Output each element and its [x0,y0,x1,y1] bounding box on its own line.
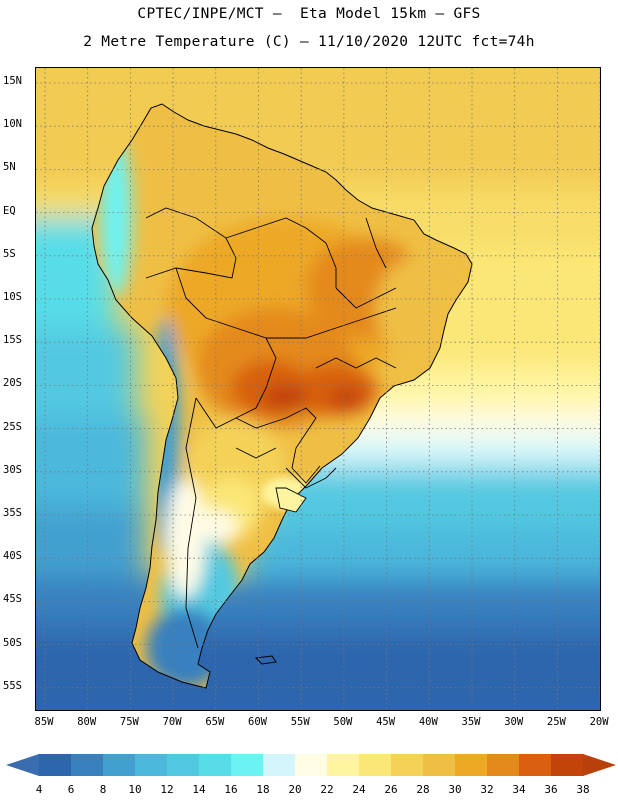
colorbar-label: 32 [480,783,494,796]
map-title-line2: 2 Metre Temperature (C) – 11/10/2020 12U… [83,34,535,50]
colorbar-label: 12 [160,783,174,796]
colorbar-swatch [359,754,392,776]
lat-tick-label: 35S [3,507,22,519]
colorbar-swatch [71,754,104,776]
colorbar-swatch [327,754,360,776]
colorbar-label: 4 [35,783,43,796]
colorbar-below-arrow [6,754,39,776]
lat-tick-label: 5S [3,247,16,260]
lat-tick-label: 5N [3,161,16,174]
colorbar-above-arrow [583,754,616,776]
colorbar-swatch [423,754,456,776]
colorbar-swatch [519,754,552,776]
colorbar-swatch [487,754,520,776]
map-canvas [36,68,600,710]
lon-tick-label: 20W [589,716,609,728]
falkland-islands [254,655,277,665]
lon-tick-label: 40W [418,716,438,728]
colorbar-label: 36 [544,783,558,796]
lon-tick-label: 25W [546,716,566,728]
colorbar-swatch [103,754,136,776]
colorbar-label: 26 [384,783,398,796]
map-title-line1: CPTEC/INPE/MCT – Eta Model 15km – GFS [137,6,481,22]
colorbar-label: 10 [128,783,142,796]
colorbar-label: 24 [352,783,366,796]
lon-tick-label: 50W [333,716,353,728]
colorbar-swatch [455,754,488,776]
colorbar-swatch [231,754,264,776]
colorbar-label: 38 [576,783,590,796]
lon-tick-label: 45W [376,716,396,728]
lon-tick-label: 75W [119,716,139,728]
lat-tick-label: 55S [3,679,22,692]
colorbar-label: 8 [99,783,107,796]
colorbar-swatch [135,754,168,776]
colorbar-label: 20 [288,783,302,796]
lon-tick-label: 65W [205,716,225,728]
lon-tick-label: 70W [162,716,182,728]
colorbar-label: 22 [320,783,334,796]
lon-tick-label: 35W [461,716,481,728]
lat-tick-label: 10N [3,118,22,131]
colorbar-label: 6 [67,783,75,796]
colorbar-swatch [39,754,72,776]
lat-tick-label: 20S [3,377,22,390]
lat-tick-label: 40S [3,550,22,563]
lat-lon-grid [36,68,600,710]
lat-tick-label: 50S [3,636,22,649]
lat-tick-label: 30S [3,463,22,476]
colorbar-swatch [551,754,584,776]
colorbar-swatch [199,754,232,776]
colorbar-label: 14 [192,783,206,796]
lon-tick-label: 85W [34,716,54,728]
colorbar-label: 28 [416,783,430,796]
colorbar-label: 30 [448,783,462,796]
temperature-colorbar [6,754,616,776]
lon-tick-label: 30W [504,716,524,728]
land-temperature-field [100,138,456,688]
lon-tick-label: 55W [290,716,310,728]
lon-tick-label: 60W [248,716,267,728]
colorbar-swatch [391,754,424,776]
lat-tick-label: 25S [3,420,22,433]
colorbar-swatch [295,754,328,776]
lat-tick-label: EQ [3,204,16,217]
colorbar-label: 16 [224,783,238,796]
colorbar-label: 34 [512,783,526,796]
colorbar-label: 18 [256,783,270,796]
lat-tick-label: 45S [3,593,22,606]
lat-tick-label: 10S [3,291,22,303]
lon-tick-label: 80W [77,716,97,728]
lat-tick-label: 15S [3,334,22,347]
lat-tick-label: 15N [3,75,22,87]
temperature-map [35,67,601,711]
colorbar-swatch [167,754,200,776]
country-borders [145,207,397,649]
colorbar-swatch [263,754,296,776]
